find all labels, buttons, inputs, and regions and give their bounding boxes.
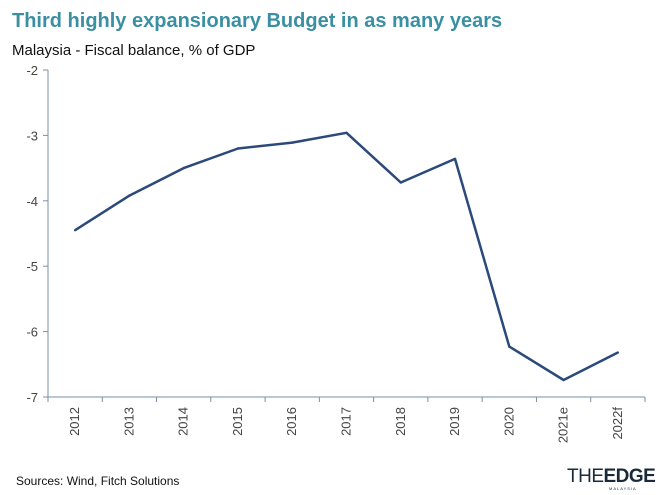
x-tick-label: 2012 xyxy=(67,407,82,436)
x-tick-label: 2021e xyxy=(556,407,571,443)
y-tick-label: -7 xyxy=(26,390,38,405)
x-tick-label: 2016 xyxy=(284,407,299,436)
data-point xyxy=(616,351,620,354)
data-point xyxy=(128,194,131,197)
x-tick-label: 2013 xyxy=(121,407,136,436)
data-point xyxy=(562,378,565,382)
fiscal-balance-line xyxy=(74,131,619,382)
data-point xyxy=(345,131,348,134)
x-tick-label: 2019 xyxy=(447,407,462,436)
x-tick-label: 2022f xyxy=(610,407,625,440)
data-point xyxy=(453,157,457,161)
y-tick-label: -2 xyxy=(26,63,38,78)
y-tick-label: -6 xyxy=(26,325,38,340)
data-point xyxy=(182,166,185,170)
data-point xyxy=(236,147,240,150)
data-point xyxy=(399,181,402,184)
y-tick-label: -4 xyxy=(26,194,38,209)
chart-subtitle: Malaysia - Fiscal balance, % of GDP xyxy=(12,42,256,59)
x-tick-label: 2014 xyxy=(176,407,191,436)
x-tick-label: 2015 xyxy=(230,407,245,436)
the-edge-logo: THEEDGE MALAYSIA xyxy=(567,466,656,491)
data-point xyxy=(73,229,77,232)
x-tick-label: 2018 xyxy=(393,407,408,436)
data-point xyxy=(508,345,511,348)
data-point xyxy=(291,141,294,144)
x-tick-label: 2017 xyxy=(339,407,354,436)
chart-title: Third highly expansionary Budget in as m… xyxy=(12,10,503,32)
x-tick-label: 2020 xyxy=(501,407,516,436)
chart-axes xyxy=(47,70,645,398)
series-layer xyxy=(73,131,620,382)
y-axis-ticks: -2 -3 -4 -5 -6 -7 xyxy=(26,63,48,405)
y-tick-label: -3 xyxy=(26,128,38,143)
source-note: Sources: Wind, Fitch Solutions xyxy=(16,474,180,488)
x-axis-ticks: 2012 2013 2014 2015 2016 2017 2018 2019 2020 2021… xyxy=(47,397,646,443)
y-tick-label: -5 xyxy=(26,259,38,274)
